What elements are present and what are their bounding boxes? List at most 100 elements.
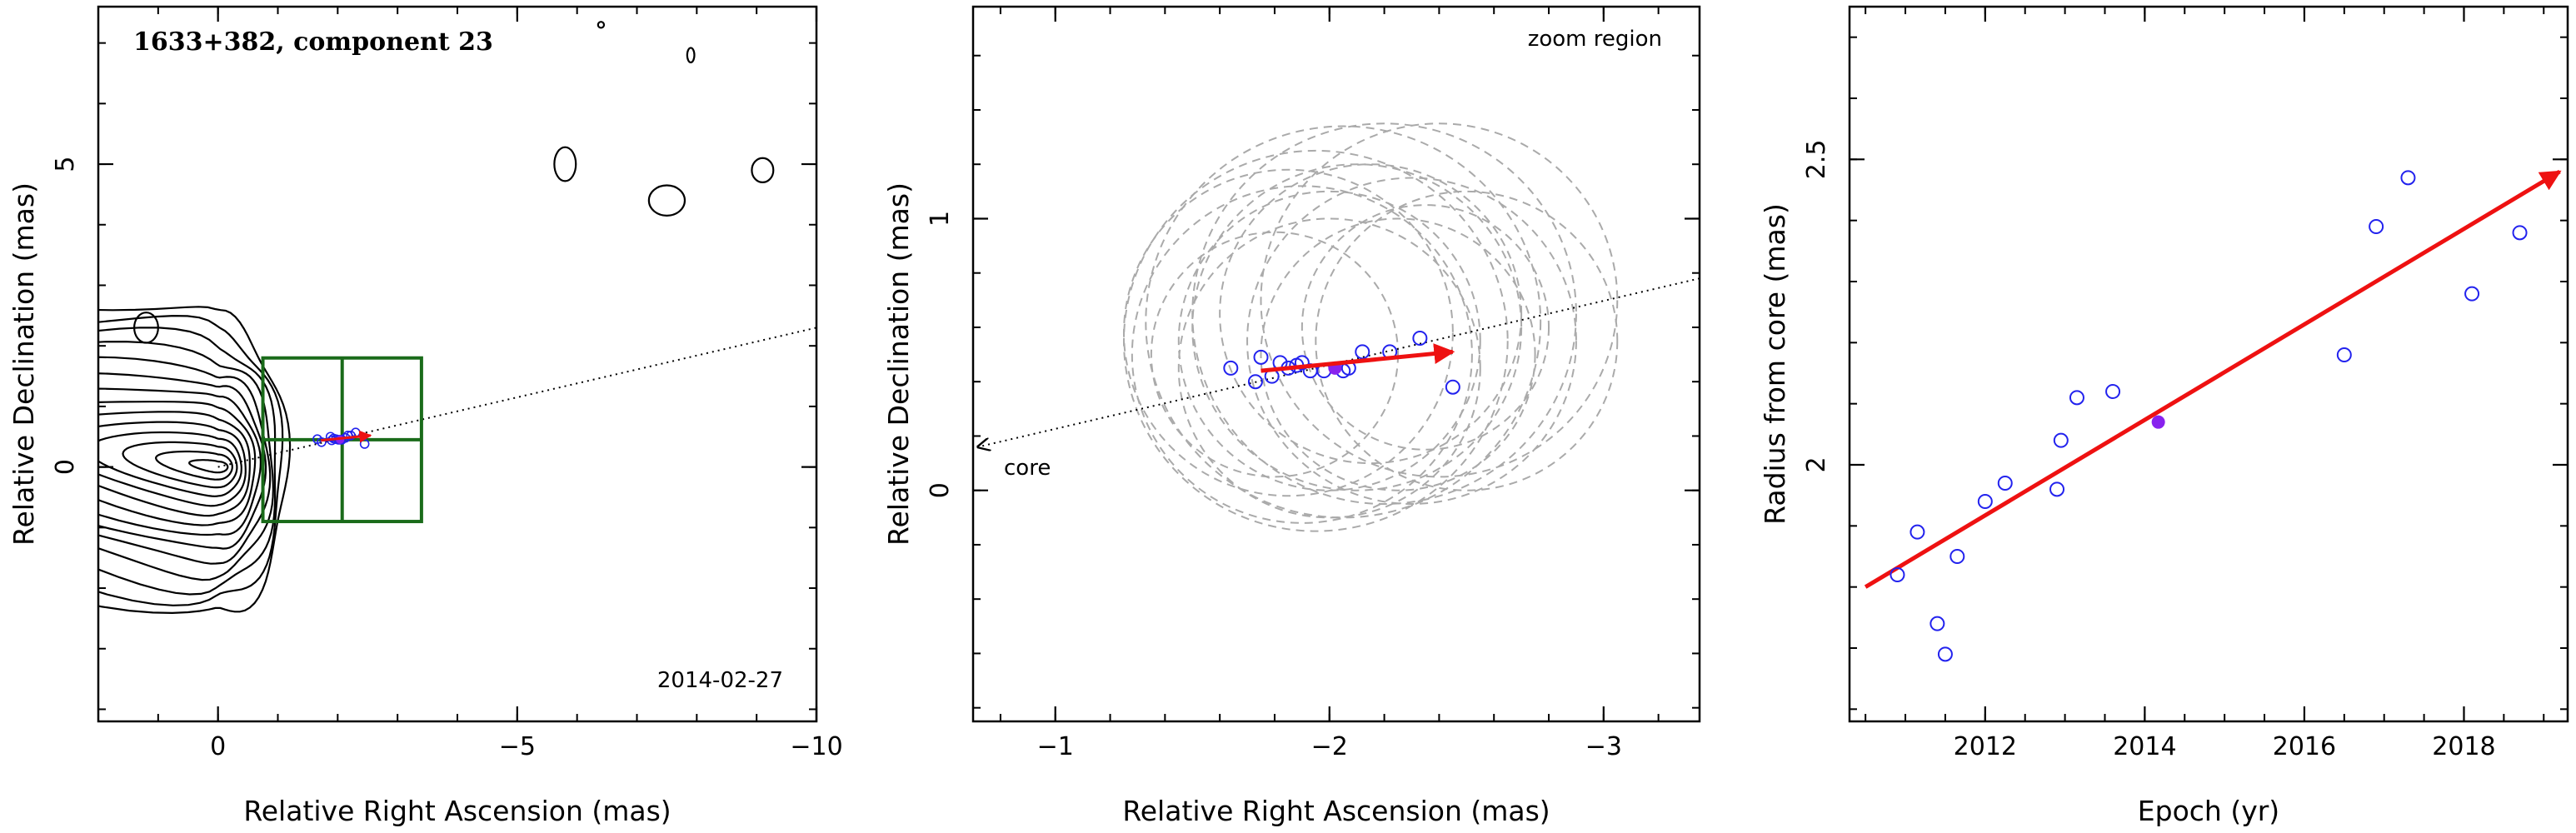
- component-size-circle: [1315, 190, 1619, 491]
- contour-level: [188, 459, 229, 474]
- x-tick-label: −2: [1311, 732, 1348, 761]
- component-point: [1355, 344, 1370, 360]
- contour-island: [132, 312, 159, 344]
- data-point: [2512, 225, 2528, 241]
- data-point: [1949, 549, 1965, 564]
- y-tick-label: 0: [51, 459, 80, 475]
- ticks-left: 0 −5 −10 0 5: [51, 7, 843, 761]
- component-size-circle: [1177, 217, 1481, 519]
- component-point: [346, 430, 356, 441]
- axes-frame-middle: [971, 5, 1701, 723]
- component-size-circle: [1191, 122, 1577, 506]
- contour-level: [122, 441, 238, 489]
- data-point: [2049, 481, 2065, 497]
- component-point: [1223, 360, 1239, 376]
- component-size-circle: [1122, 149, 1509, 532]
- axes-frame-right: [1848, 5, 2569, 723]
- ticks-middle: −1 −2 −3 0 1: [926, 7, 1700, 761]
- contour-level: [98, 356, 272, 565]
- panel-middle: −1 −2 −3 0 1 zoom region core Relative Right…: [882, 5, 1701, 827]
- data-point: [1997, 476, 2013, 491]
- y-tick-label: 0: [926, 482, 955, 498]
- x-tick-label: −5: [499, 732, 536, 761]
- plot-middle-marks: [978, 122, 1700, 532]
- core-label: core: [1004, 456, 1051, 481]
- x-tick-label: −10: [790, 732, 842, 761]
- fit-line: [1864, 169, 2562, 589]
- x-axis-label-middle: Relative Right Ascension (mas): [1122, 795, 1550, 827]
- component-size-circle: [1246, 177, 1577, 506]
- data-point: [1977, 494, 1993, 509]
- data-point: [2053, 432, 2069, 448]
- data-point: [1890, 567, 1905, 582]
- contour-level: [98, 421, 247, 507]
- contour-level: [98, 306, 292, 615]
- y-axis-label-right: Radius from core (mas): [1759, 203, 1791, 525]
- component-size-circle: [1260, 122, 1619, 478]
- plot-right-marks: [1864, 169, 2562, 662]
- contour-level: [98, 431, 242, 497]
- x-axis-label-left: Relative Right Ascension (mas): [243, 795, 671, 827]
- data-point: [2336, 347, 2352, 362]
- y-axis-label-middle: Relative Declination (mas): [882, 182, 915, 546]
- contour-island: [751, 157, 775, 183]
- panel-right: 2012 2014 2016 2018 2 2.5 Epoch (yr) Radius f…: [1759, 5, 2569, 827]
- y-tick-label: 2.5: [1802, 139, 1831, 179]
- core-direction-line: [978, 277, 1700, 446]
- contour-map: [98, 21, 775, 615]
- contour-level: [98, 372, 267, 550]
- data-point: [1930, 616, 1945, 631]
- data-point: [2400, 170, 2416, 186]
- contour-island: [647, 184, 686, 217]
- contour-island: [597, 21, 606, 29]
- ticks-right: 2012 2014 2016 2018 2 2.5: [1802, 7, 2568, 761]
- component-size-circle: [1260, 217, 1536, 491]
- panel-title: 1633+382, component 23: [133, 27, 493, 57]
- x-tick-label: 2012: [1954, 732, 2017, 761]
- zoom-region-label: zoom region: [1528, 27, 1662, 52]
- component-point: [1445, 379, 1460, 395]
- y-axis-label-left: Relative Declination (mas): [7, 182, 40, 546]
- data-point: [1937, 646, 1953, 662]
- data-point: [2369, 219, 2384, 234]
- motion-vector: [321, 430, 372, 443]
- motion-vector: [1261, 343, 1455, 373]
- contour-level: [98, 411, 251, 517]
- data-point: [2105, 384, 2121, 399]
- component-size-circle: [1150, 231, 1400, 478]
- contour-island: [553, 146, 577, 182]
- data-point: [2069, 390, 2084, 406]
- component-size-circle: [1145, 125, 1542, 519]
- x-tick-label: −3: [1585, 732, 1622, 761]
- data-point: [1910, 524, 1925, 540]
- x-tick-label: 2014: [2113, 732, 2176, 761]
- contour-level: [98, 340, 275, 581]
- x-tick-label: 2016: [2273, 732, 2336, 761]
- contour-level: [154, 450, 233, 481]
- epoch-point: [2151, 415, 2165, 429]
- component-size-circle: [1122, 168, 1454, 497]
- panel-left: 0 −5 −10 0 5 1633+382, component 23 2014-02-…: [7, 5, 843, 827]
- component-point: [1253, 349, 1269, 365]
- contour-level: [98, 401, 257, 526]
- component-size-circle: [1300, 204, 1550, 451]
- x-axis-label-right: Epoch (yr): [2138, 795, 2279, 827]
- component-point: [1247, 374, 1263, 390]
- plot-left-marks: [217, 327, 816, 524]
- x-tick-label: 2018: [2432, 732, 2495, 761]
- x-tick-label: 0: [210, 732, 226, 761]
- axes-frame-left: [97, 5, 818, 723]
- component-size-circle: [1219, 163, 1523, 465]
- component-point: [1412, 331, 1428, 347]
- x-tick-label: −1: [1037, 732, 1074, 761]
- contour-island: [686, 47, 696, 63]
- component-size-circle: [1177, 190, 1481, 491]
- component-point: [1294, 355, 1310, 371]
- y-tick-label: 2: [1802, 456, 1831, 472]
- jet-direction-line: [217, 327, 816, 468]
- y-tick-label: 1: [926, 211, 955, 227]
- date-label: 2014-02-27: [657, 668, 783, 693]
- contour-level: [98, 314, 284, 606]
- contour-level: [98, 387, 262, 536]
